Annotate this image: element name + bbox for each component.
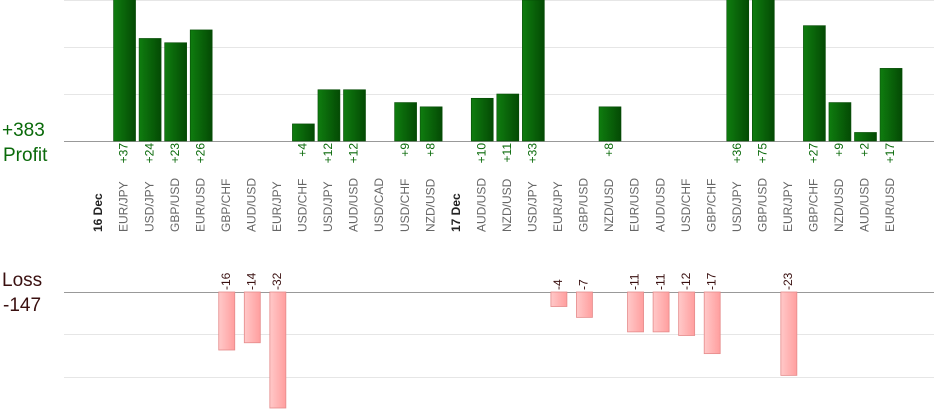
profit-bar: [522, 0, 545, 142]
loss-value-label: -14: [244, 272, 258, 290]
profit-value-label: +11: [500, 143, 514, 163]
profit-value-label: +9: [832, 143, 846, 157]
loss-bar: [703, 291, 721, 355]
profit-bar: [496, 93, 520, 142]
pair-tick-label: GBP/CHF: [807, 179, 821, 232]
profit-bar: [189, 29, 213, 142]
profit-bar: [343, 89, 366, 142]
loss-bar: [780, 291, 798, 376]
pair-tick-label: USD/CHF: [296, 179, 310, 232]
profit-bar: [317, 89, 341, 142]
pair-tick-label: NZD/USD: [832, 178, 846, 232]
profit-value-label: +10: [474, 143, 488, 164]
loss-value-label: -32: [270, 272, 284, 290]
profit-bar: [879, 68, 903, 142]
profit-value-label: +9: [398, 143, 412, 157]
pair-tick-label: USD/JPY: [730, 181, 744, 232]
pair-tick-label: GBP/USD: [755, 178, 769, 232]
profit-bar: [419, 106, 443, 142]
pair-tick-label: EUR/JPY: [117, 181, 131, 232]
date-label: 16 Dec: [91, 193, 105, 232]
loss-bar: [218, 291, 236, 351]
pair-tick-label: AUD/USD: [653, 178, 667, 232]
profit-value-label: +8: [423, 143, 437, 157]
profit-value-label: +37: [117, 143, 131, 164]
profit-value-label: +23: [168, 143, 182, 164]
pair-tick-label: GBP/CHF: [704, 179, 718, 232]
profit-bar: [470, 97, 494, 142]
loss-value-label: -16: [219, 272, 233, 290]
pair-tick-label: EUR/USD: [883, 178, 897, 232]
pair-tick-label: AUD/USD: [347, 178, 361, 232]
pair-tick-label: EUR/USD: [193, 178, 207, 232]
profit-value-label: +12: [347, 143, 361, 164]
loss-bar: [627, 291, 644, 333]
pair-tick-label: USD/JPY: [526, 181, 540, 232]
pair-tick-label: AUD/USD: [244, 178, 258, 232]
loss-bar: [678, 291, 696, 336]
pair-tick-label: USD/JPY: [321, 181, 335, 232]
loss-bar: [269, 291, 287, 409]
profit-value-label: +27: [807, 143, 821, 164]
pair-tick-label: EUR/JPY: [781, 181, 795, 232]
pair-tick-label: EUR/USD: [628, 178, 642, 232]
profit-value-label: +33: [526, 143, 540, 164]
pair-tick-label: NZD/USD: [602, 178, 616, 232]
profit-value-label: +12: [321, 143, 335, 164]
profit-value-label: +4: [296, 143, 310, 157]
profit-value-label: +17: [883, 143, 897, 164]
profit-value-label: +24: [142, 143, 156, 164]
pair-tick-label: USD/CHF: [398, 179, 412, 232]
profit-bar: [598, 106, 622, 142]
pair-tick-label: EUR/JPY: [551, 181, 565, 232]
profit-bar: [394, 102, 417, 142]
profit-bar: [113, 0, 136, 142]
pair-tick-label: NZD/USD: [423, 178, 437, 232]
pair-tick-label: USD/CAD: [372, 178, 386, 232]
profit-value-label: +36: [730, 143, 744, 164]
loss-value-label: -17: [704, 272, 718, 290]
profit-value-label: +26: [193, 143, 207, 164]
profit-bar: [828, 102, 852, 142]
profit-bar: [292, 123, 315, 142]
profit-bar: [726, 0, 750, 142]
pair-tick-label: NZD/USD: [500, 178, 514, 232]
profit-bar: [854, 132, 877, 142]
chart-bars: [113, 0, 903, 409]
profit-label: Profit: [3, 145, 48, 166]
chart-labels: 16 Dec EUR/JPY +37 USD/JPY +24 GBP/USD +23 EUR/…: [91, 143, 897, 290]
pair-tick-label: USD/JPY: [142, 181, 156, 232]
profit-bar: [164, 42, 187, 142]
profit-value-label: +2: [858, 143, 872, 157]
profit-value-label: +8: [602, 143, 616, 157]
pair-tick-label: GBP/USD: [168, 178, 182, 232]
loss-value-label: -11: [628, 273, 642, 290]
pair-tick-label: AUD/USD: [858, 178, 872, 232]
loss-label: Loss: [2, 270, 43, 291]
profit-bar: [751, 0, 775, 142]
pair-tick-label: GBP/CHF: [219, 179, 233, 232]
loss-total: -147: [3, 295, 42, 316]
loss-value-label: -7: [577, 279, 591, 290]
loss-value-label: -4: [551, 279, 565, 290]
loss-value-label: -12: [679, 272, 693, 290]
loss-bar: [576, 291, 593, 318]
loss-bar: [243, 291, 261, 344]
loss-value-label: -23: [781, 272, 795, 290]
pair-tick-label: GBP/USD: [577, 178, 591, 232]
pair-tick-label: USD/CHF: [679, 179, 693, 232]
loss-bar: [550, 291, 568, 307]
profit-total: +383: [2, 120, 45, 141]
loss-bar: [652, 291, 670, 333]
pair-tick-label: AUD/USD: [474, 178, 488, 232]
loss-value-label: -11: [653, 273, 667, 290]
pair-tick-label: EUR/JPY: [270, 181, 284, 232]
profit-value-label: +75: [755, 143, 769, 164]
date-label: 17 Dec: [449, 193, 463, 232]
profit-bar: [803, 25, 826, 142]
profit-bar: [138, 38, 162, 142]
